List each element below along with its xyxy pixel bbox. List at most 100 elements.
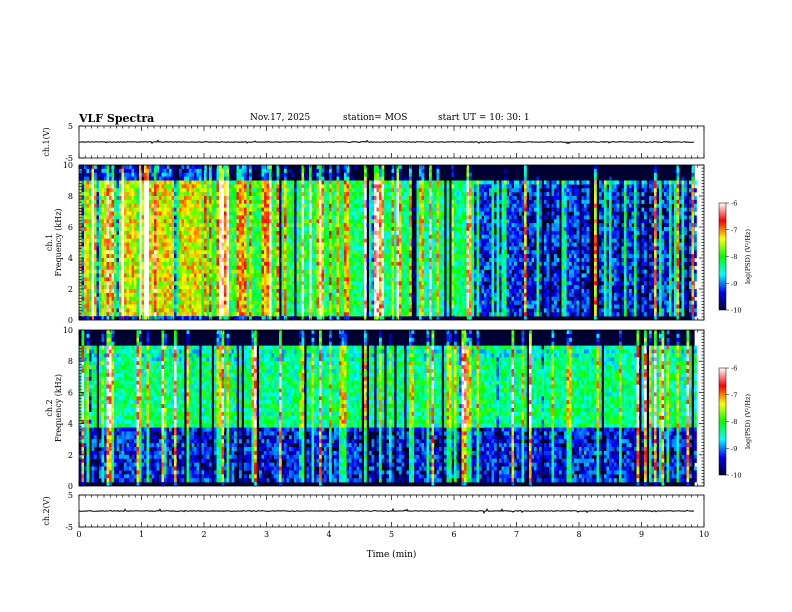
spectrogram-pixel bbox=[254, 285, 257, 290]
spectrogram-pixel bbox=[329, 273, 332, 278]
spectrogram-pixel bbox=[124, 196, 127, 201]
spectrogram-pixel bbox=[266, 180, 270, 185]
spectrogram-pixel bbox=[346, 289, 350, 294]
spectrogram-pixel bbox=[266, 300, 270, 305]
spectrogram-pixel bbox=[356, 215, 360, 220]
spectrogram-pixel bbox=[86, 265, 90, 270]
spectrogram-pixel bbox=[244, 300, 247, 305]
spectrogram-pixel bbox=[176, 196, 180, 201]
spectrogram-pixel bbox=[171, 289, 175, 294]
spectrogram-pixel bbox=[181, 192, 185, 197]
spectrogram-pixel bbox=[86, 215, 90, 220]
spectrogram-pixel bbox=[121, 184, 125, 189]
spectrogram-pixel bbox=[124, 180, 127, 185]
spectrogram-pixel bbox=[111, 254, 115, 259]
spectrogram-pixel bbox=[129, 203, 132, 208]
spectrogram-pixel bbox=[166, 296, 170, 301]
spectrogram-pixel bbox=[359, 246, 362, 251]
spectrogram-pixel bbox=[166, 199, 170, 205]
spectrogram-pixel bbox=[116, 296, 120, 301]
spectrogram-pixel bbox=[181, 254, 185, 259]
spectrogram-pixel bbox=[394, 242, 397, 247]
spectrogram-pixel bbox=[334, 211, 337, 216]
spectrogram-pixel bbox=[124, 250, 127, 255]
spectrogram-pixel bbox=[359, 312, 362, 317]
spectrogram-pixel bbox=[369, 300, 372, 305]
spectrogram-pixel bbox=[161, 246, 165, 251]
spectrogram-pixel bbox=[171, 273, 175, 278]
spectrogram-pixel bbox=[341, 285, 345, 290]
spectrogram-pixel bbox=[166, 180, 170, 185]
spectrogram-pixel bbox=[326, 273, 330, 278]
spectrogram-pixel bbox=[149, 242, 152, 247]
spectrogram-pixel bbox=[86, 223, 90, 228]
spectrogram-pixel bbox=[234, 269, 237, 274]
spectrogram-pixel bbox=[274, 203, 277, 208]
spectrogram-pixel bbox=[369, 289, 372, 294]
spectrogram-pixel bbox=[204, 281, 207, 286]
spectrogram-pixel bbox=[126, 196, 130, 201]
spectrogram-pixel bbox=[286, 223, 290, 228]
spectrogram-pixel bbox=[151, 227, 155, 232]
spectrogram-pixel bbox=[159, 223, 162, 228]
spectrogram-pixel bbox=[376, 289, 380, 294]
spectrogram-pixel bbox=[209, 188, 212, 193]
spectrogram-pixel bbox=[259, 207, 262, 212]
spectrogram-pixel bbox=[106, 277, 110, 282]
spectrogram-pixel bbox=[179, 230, 182, 236]
spectrogram-pixel bbox=[249, 211, 252, 216]
spectrogram-pixel bbox=[124, 285, 127, 290]
spectrogram-pixel bbox=[94, 207, 97, 212]
spectrogram-pixel bbox=[314, 207, 317, 212]
spectrogram-pixel bbox=[266, 312, 270, 317]
spectrogram-pixel bbox=[389, 196, 392, 201]
spectrogram-pixel bbox=[261, 281, 265, 286]
spectrogram-pixel bbox=[231, 308, 235, 313]
spectrogram-pixel bbox=[161, 261, 165, 267]
spectrogram-pixel bbox=[224, 219, 227, 224]
spectrogram-pixel bbox=[199, 246, 202, 251]
spectrogram-pixel bbox=[371, 250, 375, 255]
spectrogram-pixel bbox=[126, 250, 130, 255]
spectrogram-pixel bbox=[369, 234, 372, 239]
spectrogram-pixel bbox=[184, 211, 187, 216]
spectrogram-pixel bbox=[131, 188, 135, 193]
spectrogram-pixel bbox=[284, 230, 287, 236]
spectrogram-pixel bbox=[264, 165, 267, 170]
spectrogram-pixel bbox=[299, 168, 302, 174]
spectrogram-pixel bbox=[96, 304, 100, 309]
spectrogram-pixel bbox=[379, 207, 382, 212]
spectrogram-pixel bbox=[136, 188, 140, 193]
spectrogram-pixel bbox=[209, 242, 212, 247]
spectrogram-pixel bbox=[344, 192, 347, 197]
spectrogram-pixel bbox=[284, 281, 287, 286]
spectrogram-pixel bbox=[236, 188, 240, 193]
spectrogram-pixel bbox=[191, 199, 195, 205]
spectrogram-pixel bbox=[221, 246, 225, 251]
spectrogram-pixel bbox=[214, 196, 217, 201]
spectrogram-pixel bbox=[171, 168, 175, 174]
spectrogram-pixel bbox=[124, 168, 127, 174]
spectrogram-pixel bbox=[389, 180, 392, 185]
spectrogram-pixel bbox=[256, 223, 260, 228]
spectrogram-pixel bbox=[256, 308, 260, 313]
spectrogram-pixel bbox=[264, 312, 267, 317]
spectrogram-pixel bbox=[391, 219, 395, 224]
spectrogram-pixel bbox=[226, 207, 230, 212]
spectrogram-pixel bbox=[179, 316, 182, 321]
spectrogram-pixel bbox=[239, 289, 242, 294]
spectrogram-pixel bbox=[134, 285, 137, 290]
spectrogram-pixel bbox=[236, 207, 240, 212]
spectrogram-pixel bbox=[169, 308, 172, 313]
spectrogram-pixel bbox=[174, 180, 177, 185]
spectrogram-pixel bbox=[94, 234, 97, 239]
spectrogram-pixel bbox=[289, 258, 292, 263]
spectrogram-pixel bbox=[204, 246, 207, 251]
spectrogram-pixel bbox=[104, 165, 107, 170]
spectrogram-pixel bbox=[244, 250, 247, 255]
spectrogram-pixel bbox=[364, 261, 367, 267]
spectrogram-pixel bbox=[141, 292, 145, 298]
spectrogram-pixel bbox=[354, 184, 357, 189]
spectrogram-pixel bbox=[306, 196, 310, 201]
spectrogram-pixel bbox=[336, 296, 340, 301]
